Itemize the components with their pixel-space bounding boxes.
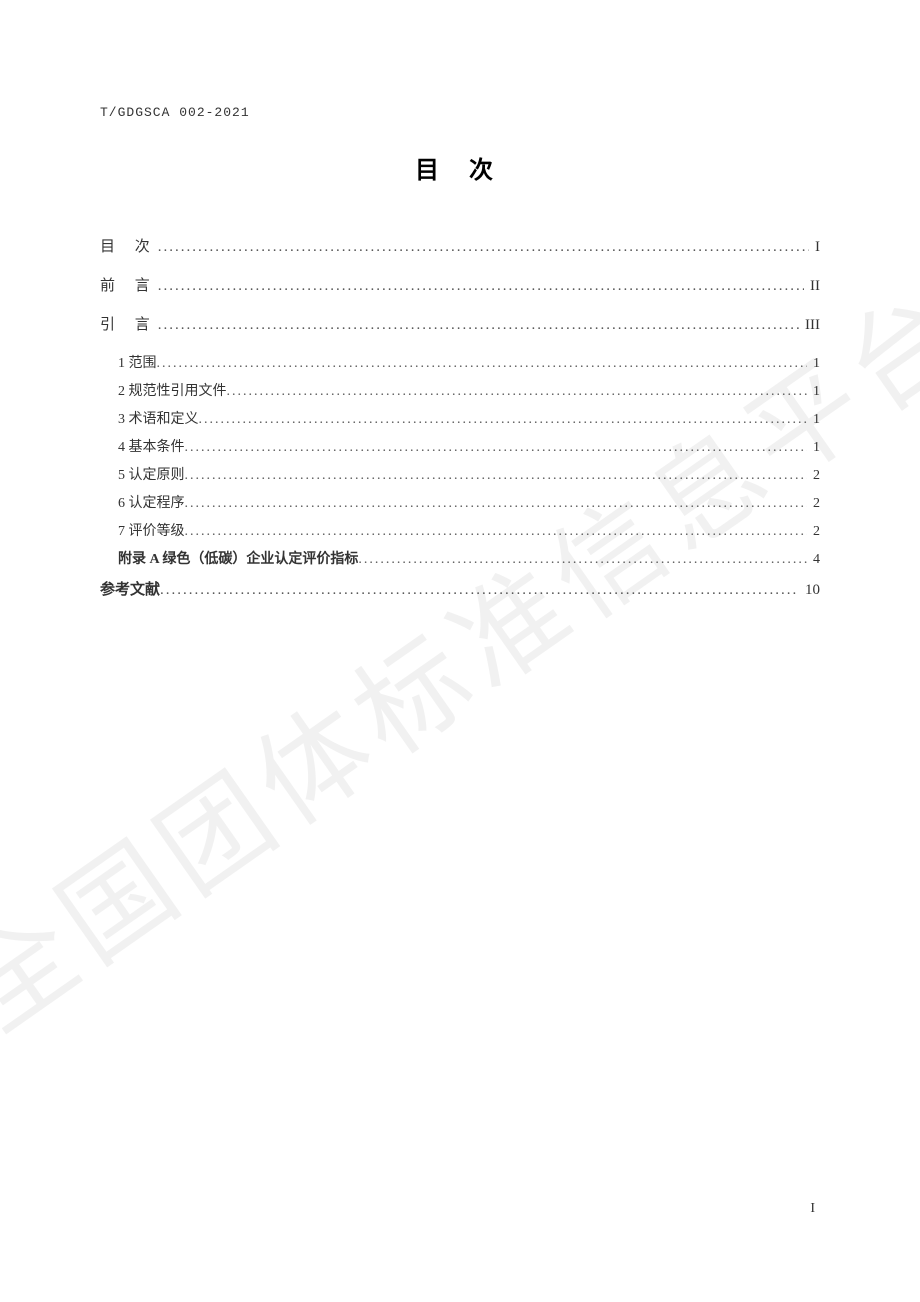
- toc-page-number: III: [799, 317, 820, 334]
- toc-page-number: 2: [807, 468, 820, 484]
- toc-entry: 4 基本条件 1: [100, 436, 820, 456]
- standard-code: T/GDGSCA 002-2021: [100, 105, 820, 120]
- table-of-contents: 目 次 I 前 言 II 引 言 III 1 范围 1 2 规范性引用文件 1 …: [100, 235, 820, 599]
- toc-leader-dots: [199, 412, 808, 428]
- toc-label: 4 基本条件: [118, 436, 185, 456]
- toc-label: 3 术语和定义: [118, 408, 199, 428]
- toc-label: 前 言: [100, 274, 158, 295]
- toc-leader-dots: [185, 524, 808, 540]
- page-content: T/GDGSCA 002-2021 目 次 目 次 I 前 言 II 引 言 I…: [0, 0, 920, 599]
- toc-entry: 附录 A 绿色（低碳）企业认定评价指标 4: [100, 548, 820, 568]
- toc-label: 目 次: [100, 235, 158, 256]
- toc-entry: 5 认定原则 2: [100, 464, 820, 484]
- toc-entry: 目 次 I: [100, 235, 820, 256]
- toc-page-number: 1: [807, 384, 820, 400]
- toc-leader-dots: [158, 278, 804, 295]
- toc-label: 附录 A 绿色（低碳）企业认定评价指标: [118, 548, 358, 568]
- toc-page-number: 1: [807, 440, 820, 456]
- toc-leader-dots: [227, 384, 808, 400]
- page-title: 目 次: [100, 150, 820, 185]
- toc-label: 5 认定原则: [118, 464, 185, 484]
- toc-page-number: I: [809, 239, 820, 256]
- page-number: I: [810, 1201, 815, 1217]
- toc-label: 1 范围: [118, 352, 157, 372]
- toc-page-number: 1: [807, 356, 820, 372]
- toc-entry: 前 言 II: [100, 274, 820, 295]
- toc-leader-dots: [358, 552, 807, 568]
- toc-label: 6 认定程序: [118, 492, 185, 512]
- toc-page-number: II: [804, 278, 820, 295]
- toc-page-number: 2: [807, 524, 820, 540]
- toc-leader-dots: [185, 496, 808, 512]
- toc-page-number: 10: [799, 582, 820, 599]
- toc-entry: 3 术语和定义 1: [100, 408, 820, 428]
- toc-entry: 参考文献 10: [100, 578, 820, 599]
- toc-label: 参考文献: [100, 578, 160, 599]
- toc-entry: 2 规范性引用文件 1: [100, 380, 820, 400]
- toc-leader-dots: [185, 468, 808, 484]
- toc-entry: 引 言 III: [100, 313, 820, 334]
- toc-page-number: 4: [807, 552, 820, 568]
- toc-leader-dots: [160, 582, 799, 599]
- toc-entry: 7 评价等级 2: [100, 520, 820, 540]
- toc-leader-dots: [185, 440, 808, 456]
- toc-page-number: 2: [807, 496, 820, 512]
- toc-leader-dots: [157, 356, 808, 372]
- toc-label: 7 评价等级: [118, 520, 185, 540]
- toc-leader-dots: [158, 239, 809, 256]
- toc-leader-dots: [158, 317, 799, 334]
- toc-label: 引 言: [100, 313, 158, 334]
- toc-page-number: 1: [807, 412, 820, 428]
- toc-entry: 1 范围 1: [100, 352, 820, 372]
- toc-label: 2 规范性引用文件: [118, 380, 227, 400]
- toc-entry: 6 认定程序 2: [100, 492, 820, 512]
